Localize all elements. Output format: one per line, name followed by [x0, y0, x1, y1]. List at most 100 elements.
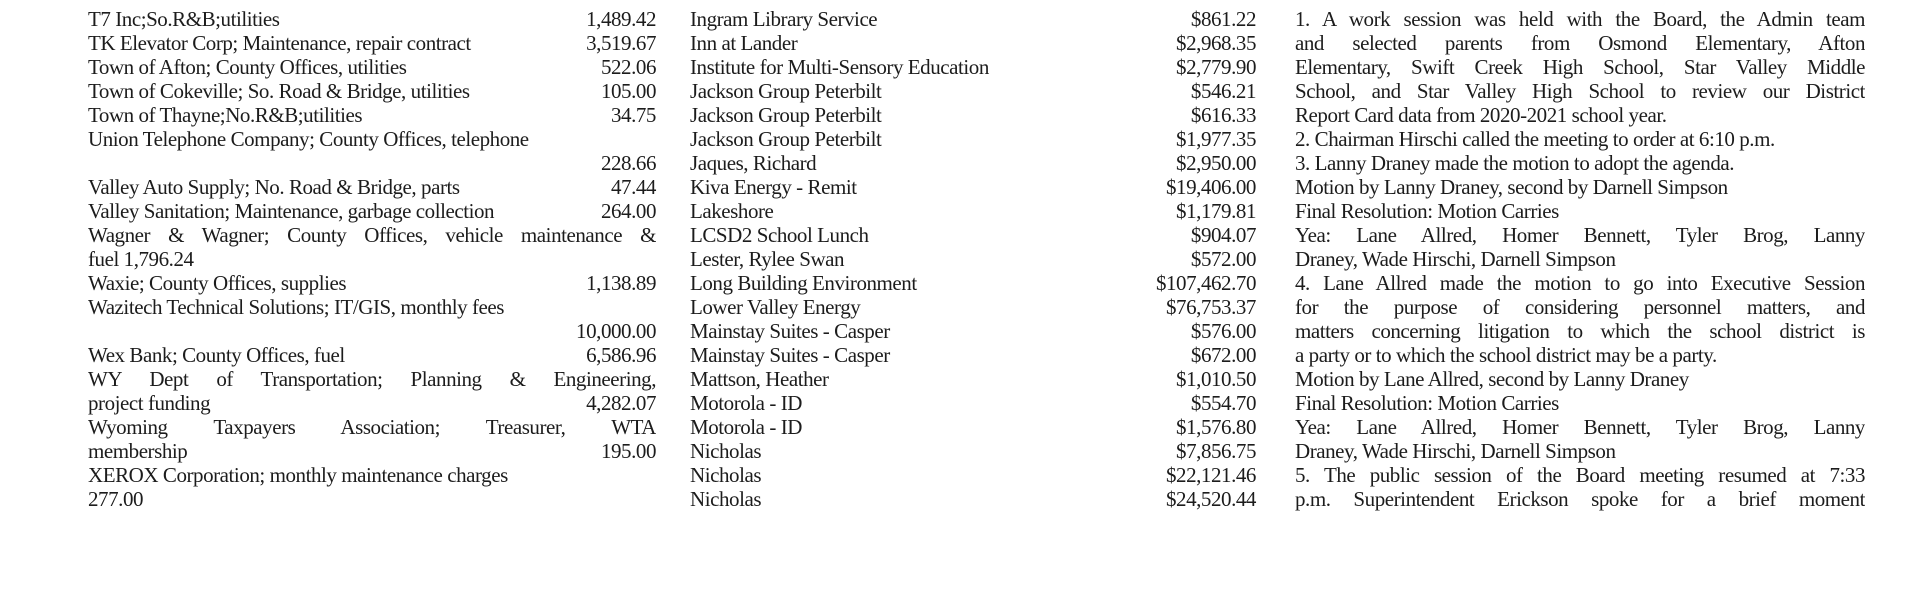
minutes-line: Elementary, Swift Creek High School, Sta… — [1295, 55, 1865, 79]
entry-description: Lower Valley Energy — [690, 295, 861, 319]
payment-row: XEROX Corporation; monthly maintenance c… — [88, 463, 656, 487]
entry-amount: $76,753.37 — [1165, 295, 1256, 319]
minutes-line: Report Card data from 2020-2021 school y… — [1295, 103, 1667, 127]
entry-description: Valley Sanitation; Maintenance, garbage … — [88, 199, 495, 223]
entry-amount: 228.66 — [600, 151, 657, 175]
entry-amount: 522.06 — [600, 55, 657, 79]
entry-amount: $1,576.80 — [1176, 415, 1256, 439]
entry-description: Ingram Library Service — [690, 7, 878, 31]
entry-amount: $24,520.44 — [1165, 487, 1256, 511]
minutes-line: for the purpose of considering personnel… — [1295, 295, 1865, 319]
entry-amount: 10,000.00 — [576, 319, 656, 343]
entry-description: Town of Thayne;No.R&B;utilities — [88, 103, 363, 127]
minutes-line: p.m. Superintendent Erickson spoke for a… — [1295, 487, 1865, 511]
claim-row: Motorola - ID $554.70 — [690, 391, 1256, 415]
entry-description: project funding — [88, 391, 211, 415]
entry-description: Mattson, Heather — [690, 367, 829, 391]
entry-description: Town of Cokeville; So. Road & Bridge, ut… — [88, 79, 470, 103]
payment-row: Town of Afton; County Offices, utilities… — [88, 55, 656, 79]
claim-row: Kiva Energy - Remit $19,406.00 — [690, 175, 1256, 199]
minutes-line: Final Resolution: Motion Carries — [1295, 199, 1559, 223]
entry-description: Jaques, Richard — [690, 151, 817, 175]
entry-amount: $1,977.35 — [1176, 127, 1256, 151]
claim-row: Nicholas $22,121.46 — [690, 463, 1256, 487]
claim-row: Jackson Group Peterbilt $546.21 — [690, 79, 1256, 103]
payment-row: Wagner & Wagner; County Offices, vehicle… — [88, 223, 656, 247]
vendor-claims-column: Ingram Library Service $861.22 Inn at Land… — [690, 7, 1256, 511]
claim-row: LCSD2 School Lunch $904.07 — [690, 223, 1256, 247]
minutes-line: Motion by Lanny Draney, second by Darnel… — [1295, 175, 1728, 199]
payment-row: Valley Auto Supply; No. Road & Bridge, p… — [88, 175, 656, 199]
entry-description: 277.00 — [88, 487, 144, 511]
entry-amount: $1,179.81 — [1176, 199, 1256, 223]
entry-description: Jackson Group Peterbilt — [690, 103, 882, 127]
minutes-line: 3. Lanny Draney made the motion to adopt… — [1295, 151, 1735, 175]
entry-amount: $904.07 — [1190, 223, 1257, 247]
payment-row: Waxie; County Offices, supplies 1,138.89 — [88, 271, 656, 295]
entry-description: Wyoming Taxpayers Association; Treasurer… — [88, 415, 656, 439]
payment-row: Town of Cokeville; So. Road & Bridge, ut… — [88, 79, 656, 103]
entry-description: Wazitech Technical Solutions; IT/GIS, mo… — [88, 295, 505, 319]
minutes-line: matters concerning litigation to which t… — [1295, 319, 1865, 343]
entry-amount: $546.21 — [1190, 79, 1257, 103]
payment-row: 277.00 — [88, 487, 656, 511]
minutes-line: Draney, Wade Hirschi, Darnell Simpson — [1295, 247, 1616, 271]
minutes-line: 4. Lane Allred made the motion to go int… — [1295, 271, 1865, 295]
payment-row: Union Telephone Company; County Offices,… — [88, 127, 656, 151]
claim-row: Jackson Group Peterbilt $1,977.35 — [690, 127, 1256, 151]
minutes-line: Draney, Wade Hirschi, Darnell Simpson — [1295, 439, 1616, 463]
payment-row: project funding 4,282.07 — [88, 391, 656, 415]
claim-row: Inn at Lander $2,968.35 — [690, 31, 1256, 55]
entry-amount: 1,489.42 — [586, 7, 656, 31]
entry-amount: 3,519.67 — [586, 31, 656, 55]
entry-amount: $19,406.00 — [1165, 175, 1256, 199]
minutes-line: a party or to which the school district … — [1295, 343, 1717, 367]
claim-row: Jaques, Richard $2,950.00 — [690, 151, 1256, 175]
claim-row: Mattson, Heather $1,010.50 — [690, 367, 1256, 391]
entry-description: Mainstay Suites - Casper — [690, 319, 890, 343]
entry-description: Valley Auto Supply; No. Road & Bridge, p… — [88, 175, 460, 199]
entry-amount: $2,779.90 — [1176, 55, 1256, 79]
payment-row: TK Elevator Corp; Maintenance, repair co… — [88, 31, 656, 55]
board-minutes-column: 1. A work session was held with the Boar… — [1295, 7, 1865, 511]
claim-row: Motorola - ID $1,576.80 — [690, 415, 1256, 439]
entry-amount: 47.44 — [610, 175, 656, 199]
entry-description: Jackson Group Peterbilt — [690, 127, 882, 151]
entry-amount: 6,586.96 — [586, 343, 656, 367]
payment-row: Wazitech Technical Solutions; IT/GIS, mo… — [88, 295, 656, 319]
claim-row: Lower Valley Energy $76,753.37 — [690, 295, 1256, 319]
entry-amount: $861.22 — [1190, 7, 1257, 31]
claim-row: Long Building Environment $107,462.70 — [690, 271, 1256, 295]
minutes-line: Yea: Lane Allred, Homer Bennett, Tyler B… — [1295, 223, 1865, 247]
minutes-line: 1. A work session was held with the Boar… — [1295, 7, 1865, 31]
entry-amount: $672.00 — [1190, 343, 1257, 367]
payment-row: 228.66 — [88, 151, 657, 175]
entry-amount: 195.00 — [600, 439, 657, 463]
entry-amount: $572.00 — [1190, 247, 1257, 271]
entry-description: Nicholas — [690, 439, 762, 463]
payment-row: fuel 1,796.24 — [88, 247, 656, 271]
entry-description: membership — [88, 439, 188, 463]
entry-description: Union Telephone Company; County Offices,… — [88, 127, 529, 151]
minutes-line: Motion by Lane Allred, second by Lanny D… — [1295, 367, 1689, 391]
entry-description: Lester, Rylee Swan — [690, 247, 845, 271]
entry-amount: $1,010.50 — [1176, 367, 1256, 391]
entry-description: Long Building Environment — [690, 271, 917, 295]
payment-row: Wyoming Taxpayers Association; Treasurer… — [88, 415, 656, 439]
entry-description: Wagner & Wagner; County Offices, vehicle… — [88, 223, 656, 247]
entry-amount: $22,121.46 — [1165, 463, 1256, 487]
entry-description: Motorola - ID — [690, 415, 802, 439]
entry-description: Nicholas — [690, 487, 762, 511]
minutes-line: 2. Chairman Hirschi called the meeting t… — [1295, 127, 1775, 151]
payment-row: 10,000.00 — [88, 319, 656, 343]
entry-description: Institute for Multi-Sensory Education — [690, 55, 989, 79]
payment-row: membership 195.00 — [88, 439, 656, 463]
claim-row: Jackson Group Peterbilt $616.33 — [690, 103, 1256, 127]
entry-description: XEROX Corporation; monthly maintenance c… — [88, 463, 508, 487]
entry-amount: $616.33 — [1190, 103, 1257, 127]
entry-amount: $554.70 — [1190, 391, 1257, 415]
claim-row: Nicholas $7,856.75 — [690, 439, 1256, 463]
entry-description: TK Elevator Corp; Maintenance, repair co… — [88, 31, 471, 55]
claim-row: Nicholas $24,520.44 — [690, 487, 1256, 511]
vendor-payments-column: T7 Inc;So.R&B;utilities 1,489.42 TK Elevat… — [88, 7, 656, 511]
